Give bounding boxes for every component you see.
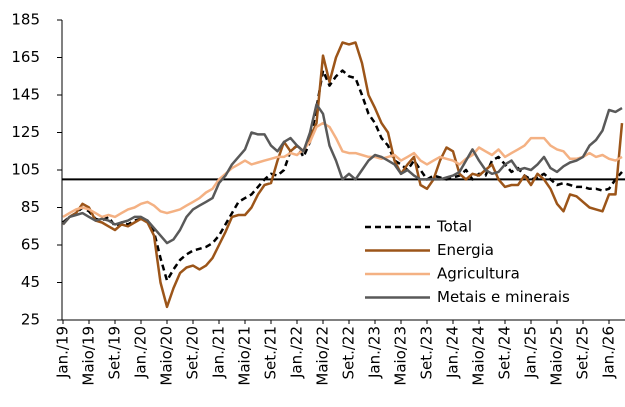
x-tick-label: Maio/24 xyxy=(470,326,488,386)
x-tick-label: Set./22 xyxy=(340,326,358,380)
x-tick-label: Jan./21 xyxy=(210,326,228,379)
x-tick-label: Jan./22 xyxy=(288,326,306,379)
x-tick-label: Maio/19 xyxy=(80,326,98,386)
legend-label: Total xyxy=(436,218,472,236)
legend-label: Energia xyxy=(437,241,494,259)
y-tick-label: 165 xyxy=(11,48,40,66)
x-tick-label: Jan./26 xyxy=(600,326,618,379)
y-tick-label: 65 xyxy=(21,236,40,254)
series-line xyxy=(62,41,624,309)
x-tick-label: Jan./19 xyxy=(54,326,72,379)
x-tick-label: Jan./25 xyxy=(522,326,540,379)
x-tick-label: Jan./20 xyxy=(132,326,150,379)
x-tick-label: Maio/23 xyxy=(392,326,410,386)
x-tick-label: Set./19 xyxy=(106,326,124,380)
series-line xyxy=(62,103,623,245)
x-tick-label: Set./20 xyxy=(184,326,202,380)
y-tick-label: 105 xyxy=(11,161,40,179)
series-line xyxy=(62,69,623,282)
x-tick-label: Jan./23 xyxy=(366,326,384,379)
y-tick-label: 45 xyxy=(21,273,40,291)
legend-label: Metais e minerais xyxy=(437,288,570,306)
x-tick-label: Maio/21 xyxy=(236,326,254,386)
x-tick-label: Set./25 xyxy=(574,326,592,380)
x-tick-label: Maio/20 xyxy=(158,326,176,386)
x-tick-label: Set./23 xyxy=(418,326,436,380)
x-tick-label: Set./21 xyxy=(262,326,280,380)
y-tick-label: 185 xyxy=(11,11,40,29)
y-tick-label: 25 xyxy=(21,311,40,329)
y-tick-label: 85 xyxy=(21,198,40,216)
x-tick-label: Maio/25 xyxy=(548,326,566,386)
x-tick-label: Set./24 xyxy=(496,326,514,380)
x-tick-label: Jan./24 xyxy=(444,326,462,379)
y-tick-label: 125 xyxy=(11,123,40,141)
y-tick-label: 145 xyxy=(11,86,40,104)
series-line xyxy=(62,121,623,219)
x-tick-label: Maio/22 xyxy=(314,326,332,386)
legend-label: Agricultura xyxy=(437,265,520,283)
